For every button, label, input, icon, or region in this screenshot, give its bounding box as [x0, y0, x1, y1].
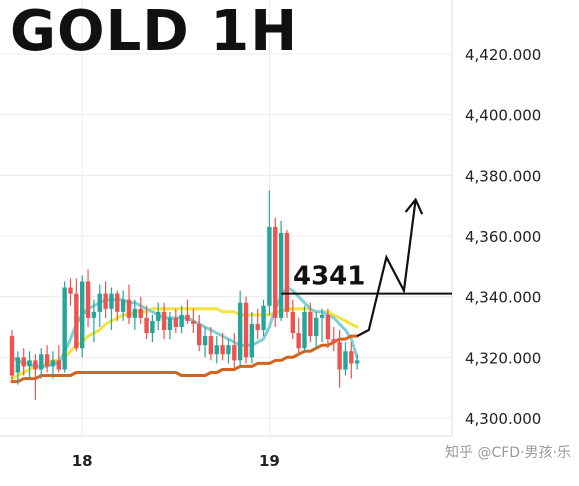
- candle-body: [161, 311, 167, 331]
- candle-body: [255, 323, 260, 331]
- candle-body: [109, 293, 114, 309]
- candle-body: [284, 232, 290, 312]
- candle-body: [167, 317, 173, 331]
- x-tick-label: 19: [259, 452, 280, 470]
- candle-body: [331, 339, 336, 343]
- candle-body: [150, 320, 155, 334]
- candle-body: [62, 287, 67, 370]
- candle-body: [97, 293, 102, 312]
- candle-body: [138, 308, 143, 318]
- candle-body: [132, 308, 138, 318]
- price-axis: 4,420.000 4,400.000 4,380.000 4,360.000 4,34…: [465, 46, 541, 428]
- candle-body: [343, 351, 348, 370]
- candle-body: [290, 311, 295, 334]
- moving-average-line: [10, 334, 359, 384]
- candle-body: [120, 299, 126, 312]
- y-tick-label: 4,420.000: [465, 46, 541, 64]
- candle-body: [243, 302, 249, 358]
- candle-body: [50, 360, 56, 367]
- x-tick-label: 18: [72, 452, 93, 470]
- y-tick-label: 4,320.000: [465, 349, 541, 367]
- candle-body: [237, 302, 243, 361]
- price-axis-separator: [0, 0, 453, 437]
- candle-body: [208, 336, 214, 355]
- annotations: 4341: [281, 197, 452, 338]
- candle-body: [296, 333, 301, 349]
- candle-body: [68, 287, 73, 294]
- y-tick-label: 4,380.000: [465, 167, 541, 185]
- candle-body: [191, 320, 196, 324]
- candle-body: [337, 342, 342, 370]
- y-tick-label: 4,340.000: [465, 289, 541, 307]
- y-tick-label: 4,360.000: [465, 228, 541, 246]
- candle-body: [144, 317, 149, 334]
- candle-body: [314, 317, 319, 337]
- candle-body: [156, 311, 161, 321]
- candle-body: [39, 354, 44, 370]
- y-tick-label: 4,400.000: [465, 107, 541, 125]
- candle-body: [126, 299, 132, 318]
- candle-body: [325, 314, 331, 340]
- candle-body: [115, 293, 120, 312]
- candle-body: [85, 281, 91, 318]
- candle-body: [33, 360, 38, 370]
- candle-body: [179, 314, 184, 327]
- candle-body: [9, 336, 15, 376]
- candle-body: [308, 311, 313, 337]
- candle-body: [103, 293, 108, 309]
- candle-body: [354, 360, 360, 364]
- moving-average-line: [10, 286, 359, 368]
- candle-body: [232, 345, 237, 361]
- candle-body: [319, 314, 325, 318]
- chart-title: GOLD 1H: [10, 0, 299, 64]
- candle-body: [197, 323, 202, 346]
- candle-body: [302, 311, 307, 349]
- candle-body: [173, 317, 178, 327]
- candle-body: [21, 357, 26, 367]
- candle-body: [44, 354, 50, 367]
- moving-averages: [10, 286, 359, 384]
- candle-body: [91, 311, 97, 318]
- candle-body: [80, 281, 85, 349]
- projection-arrow-path: [356, 199, 417, 338]
- candle-body: [74, 293, 79, 349]
- projection-arrowhead: [404, 197, 424, 215]
- moving-average-line: [10, 307, 359, 381]
- candle-body: [273, 226, 278, 318]
- candle-body: [220, 345, 225, 355]
- candle-body: [185, 314, 190, 321]
- candle-body: [278, 232, 284, 318]
- candle-body: [214, 345, 219, 355]
- candle-body: [27, 360, 32, 367]
- watermark-text: 知乎 @CFD·男孩·乐: [445, 445, 571, 461]
- candle-body: [202, 336, 208, 346]
- level-label: 4341: [293, 262, 365, 292]
- candle-body: [249, 323, 255, 358]
- candle-body: [261, 305, 266, 331]
- candlesticks: [9, 190, 360, 400]
- candle-body: [349, 351, 354, 364]
- candle-body: [15, 357, 21, 373]
- candle-body: [267, 226, 272, 306]
- y-tick-label: 4,300.000: [465, 410, 541, 428]
- time-axis: 18 19: [72, 452, 280, 470]
- candle-body: [226, 345, 231, 355]
- candle-body: [56, 360, 61, 370]
